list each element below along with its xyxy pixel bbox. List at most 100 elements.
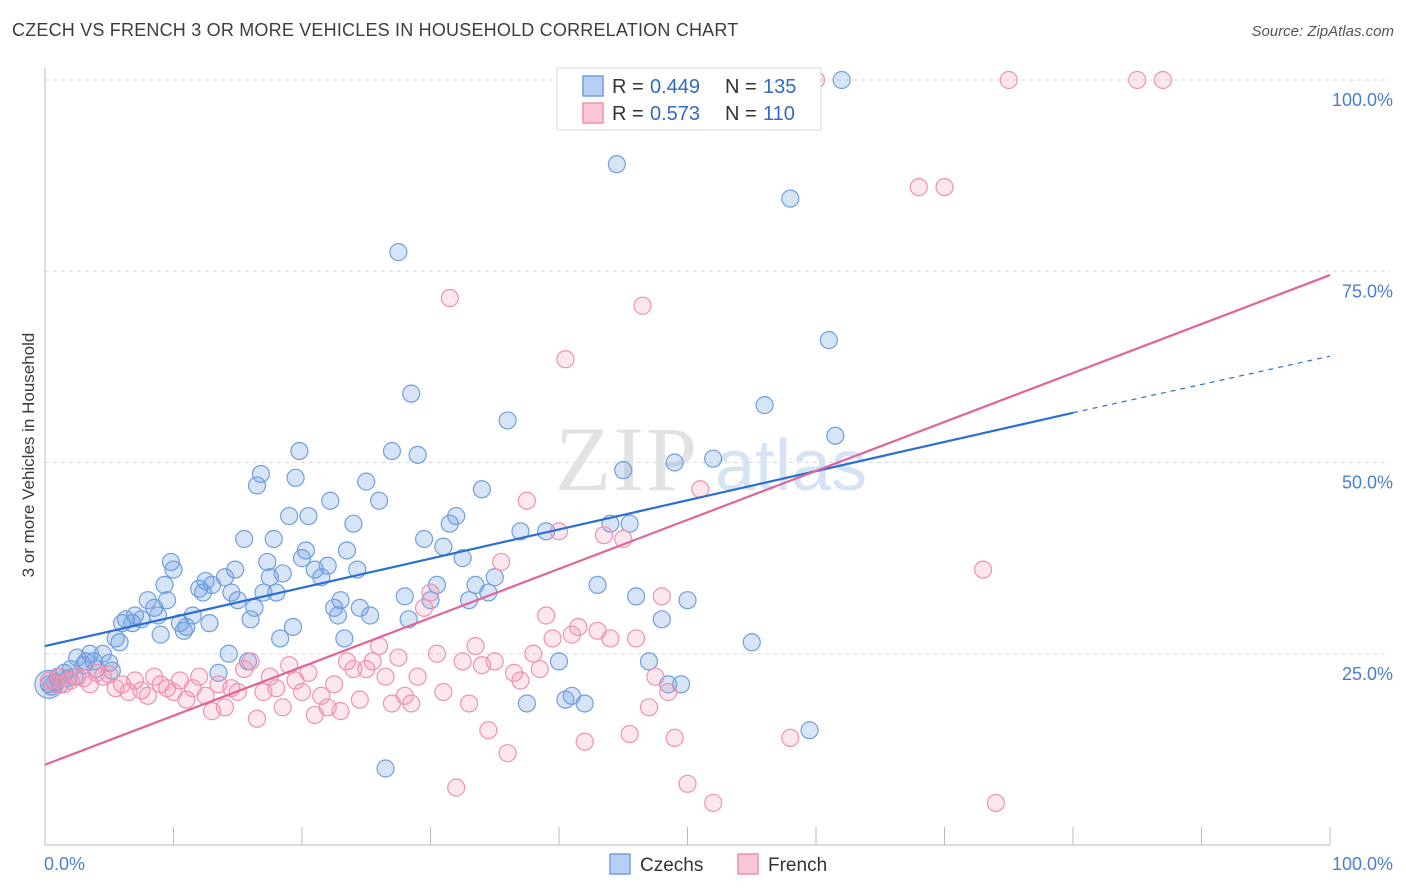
french-point <box>556 350 575 369</box>
french-point <box>517 491 536 510</box>
french-point <box>999 70 1018 90</box>
czechs-point <box>665 453 684 472</box>
french-point <box>646 667 665 686</box>
y-axis-label: 3 or more Vehicles in Household <box>19 333 38 578</box>
czechs-point <box>614 461 633 480</box>
french-point <box>459 694 479 713</box>
trend-lines <box>44 274 1331 766</box>
french-n-value: 110 <box>763 103 795 125</box>
french-point <box>575 732 594 751</box>
czechs-point <box>299 506 318 526</box>
french-point <box>138 686 157 705</box>
czechs-point <box>382 441 402 461</box>
french-point <box>537 606 556 625</box>
french-point <box>511 671 530 690</box>
czechs-point <box>447 506 466 526</box>
czechs-point <box>370 491 389 510</box>
czechs-point <box>344 514 363 533</box>
czechs-point <box>177 617 196 637</box>
french-point <box>447 778 466 797</box>
czechs-point <box>235 529 254 549</box>
czechs-point <box>395 587 414 606</box>
czechs-point <box>151 625 170 644</box>
czechs-point <box>755 396 774 415</box>
x-tick-label-0: 0.0% <box>44 854 85 874</box>
czechs-point <box>485 568 504 587</box>
czechs-point <box>517 694 536 713</box>
czechs-point <box>258 552 277 572</box>
czechs-series-swatch <box>609 853 631 875</box>
french-point <box>639 698 659 717</box>
czechs-point <box>93 644 112 663</box>
french-point <box>973 560 993 579</box>
french-point <box>524 644 543 663</box>
czechs-point <box>652 610 671 629</box>
czechs-point <box>245 598 264 617</box>
czechs-trend-extension <box>1072 355 1331 414</box>
czechs-point <box>280 506 299 526</box>
y-tick-label-2: 75.0% <box>1342 281 1393 301</box>
czechs-point <box>832 70 851 90</box>
czechs-point <box>357 472 376 491</box>
french-point <box>414 598 434 617</box>
french-r-label: R = <box>612 103 644 125</box>
y-tick-label-1: 50.0% <box>1342 473 1393 493</box>
czechs-point <box>408 445 427 464</box>
watermark: ZIP <box>555 408 699 510</box>
french-point <box>935 178 954 197</box>
french-point <box>190 667 209 686</box>
chart-title: CZECH VS FRENCH 3 OR MORE VEHICLES IN HO… <box>12 20 739 40</box>
french-point <box>440 288 459 308</box>
czechs-point <box>318 556 337 575</box>
czechs-point <box>328 606 348 625</box>
french-point <box>215 698 234 717</box>
czechs-point <box>389 243 408 262</box>
french-point <box>626 629 646 648</box>
czechs-point <box>226 560 245 579</box>
french-n-label: N = <box>725 103 757 125</box>
czechs-point <box>434 537 453 556</box>
french-point <box>909 178 928 197</box>
czechs-point <box>742 633 761 652</box>
french-point <box>498 744 517 763</box>
french-point <box>402 694 421 713</box>
french-point <box>389 648 408 667</box>
czechs-point <box>110 633 129 652</box>
czechs-point <box>219 644 238 663</box>
french-point <box>781 728 800 748</box>
czechs-point <box>704 449 723 468</box>
czechs-trend-line <box>44 411 1074 648</box>
axes <box>44 68 1331 846</box>
french-point <box>363 652 382 671</box>
french-point <box>344 659 363 679</box>
french-point <box>704 793 723 813</box>
czechs-point <box>826 426 845 445</box>
czechs-point <box>350 598 369 617</box>
czechs-point <box>588 575 607 595</box>
french-point <box>325 675 344 694</box>
czechs-point <box>511 522 530 541</box>
french-r-value: 0.573 <box>650 103 700 125</box>
french-point <box>292 682 312 702</box>
french-point <box>620 724 639 744</box>
french-point <box>241 652 260 671</box>
czechs-legend-swatch <box>582 75 604 97</box>
czechs-point <box>286 468 305 487</box>
watermark-atlas: atlas <box>715 426 867 506</box>
czechs-point <box>819 331 838 350</box>
french-legend-swatch <box>582 102 604 124</box>
french-point <box>125 671 145 690</box>
french-point <box>273 698 292 717</box>
french-point <box>350 690 369 709</box>
czechs-point <box>361 606 380 625</box>
czechs-point <box>402 384 421 403</box>
czechs-point <box>264 529 283 549</box>
french-point <box>267 679 286 698</box>
czechs-n-value: 135 <box>763 76 796 98</box>
czechs-point <box>337 541 357 560</box>
french-point <box>453 652 472 671</box>
czechs-point <box>549 652 569 671</box>
french-series-swatch <box>737 853 759 875</box>
gridlines <box>45 79 1390 655</box>
czechs-point <box>678 591 697 610</box>
